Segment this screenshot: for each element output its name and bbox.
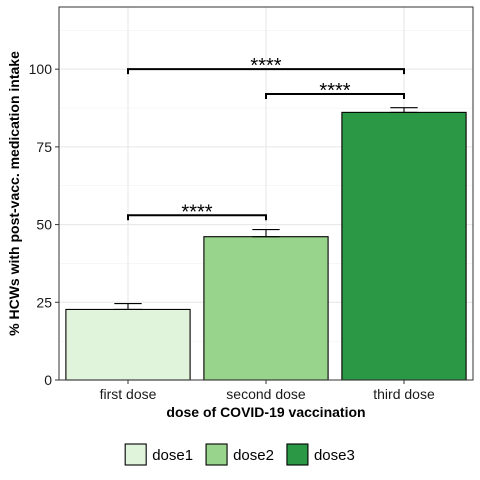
legend-item-dose2: dose2 — [205, 443, 274, 466]
x-tick-label: first dose — [100, 386, 157, 402]
legend-swatch — [124, 443, 147, 466]
axes: 0 25 50 75 100 first dose second dose third dos… — [29, 61, 435, 402]
y-tick-label: 75 — [36, 139, 52, 155]
significance-label: **** — [250, 55, 281, 77]
significance-brackets: **** **** **** — [127, 55, 405, 223]
x-axis-title: dose of COVID-19 vaccination — [166, 404, 365, 420]
legend-item-dose1: dose1 — [124, 443, 193, 466]
bar-2 — [203, 236, 329, 381]
significance-bracket-2: **** — [265, 80, 405, 102]
legend-item-dose3: dose3 — [286, 443, 355, 466]
y-axis-title: % HCWs with post-vacc. medication intake — [6, 51, 22, 336]
bars — [65, 111, 467, 381]
y-tick-label: 25 — [36, 294, 52, 310]
error-bar-1 — [114, 302, 142, 310]
bar-1 — [65, 308, 191, 381]
legend-label: dose1 — [152, 447, 193, 464]
x-tick-label: third dose — [373, 386, 435, 402]
x-tick-label: second dose — [226, 386, 306, 402]
bar-3 — [341, 111, 467, 381]
legend-label: dose2 — [233, 447, 274, 464]
legend-swatch — [286, 443, 309, 466]
error-bars — [114, 107, 418, 310]
significance-label: **** — [181, 201, 212, 223]
y-tick-label: 100 — [29, 61, 53, 77]
y-tick-label: 50 — [36, 217, 52, 233]
legend-label: dose3 — [314, 447, 355, 464]
error-bar-3 — [390, 107, 418, 113]
legend-swatch — [205, 443, 228, 466]
legend: dose1 dose2 dose3 — [124, 443, 355, 466]
y-tick-label: 0 — [44, 372, 52, 388]
significance-bracket-3: **** — [127, 55, 405, 77]
error-bar-2 — [252, 229, 280, 238]
significance-bracket-1: **** — [127, 201, 267, 223]
significance-label: **** — [319, 80, 350, 102]
